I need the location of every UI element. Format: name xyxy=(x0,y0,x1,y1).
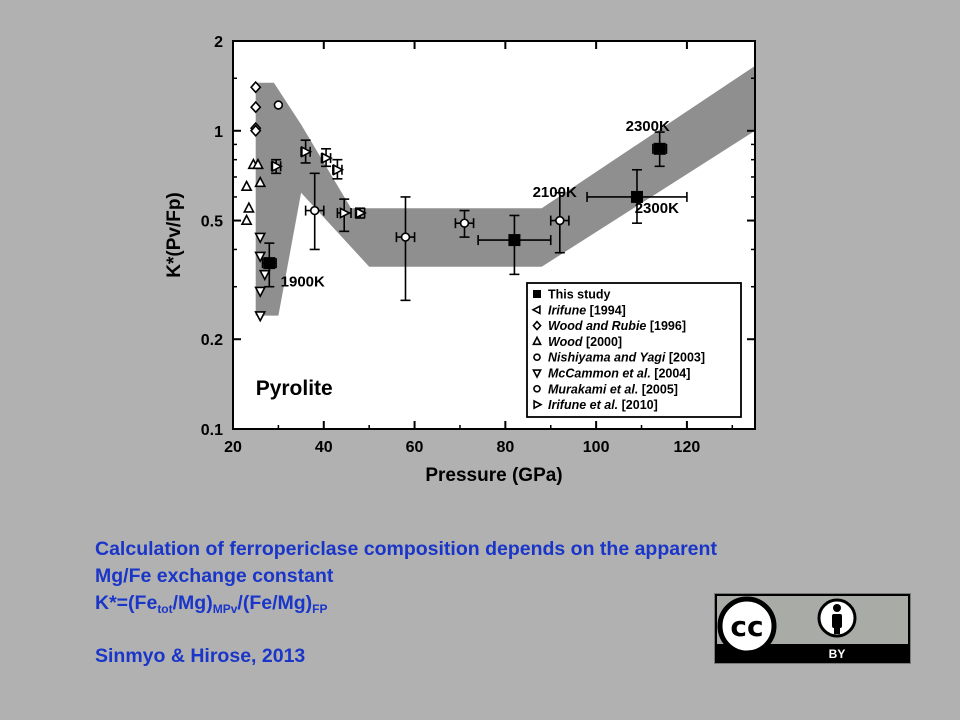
data-point xyxy=(250,80,262,94)
temperature-label: 2300K xyxy=(635,200,679,217)
series-murakami-et-al- xyxy=(304,172,570,302)
caption-line-1: Calculation of ferropericlase compositio… xyxy=(95,538,717,560)
data-point xyxy=(273,100,284,110)
data-point xyxy=(240,213,253,225)
legend-marker xyxy=(532,320,542,331)
data-point xyxy=(653,142,666,155)
legend-entry: Nishiyama and Yagi [2003] xyxy=(548,351,705,365)
data-point xyxy=(459,218,470,228)
series-mccammon-et-al- xyxy=(254,232,271,323)
data-point xyxy=(254,232,267,244)
legend-marker xyxy=(533,290,541,298)
cc-logo-icon xyxy=(717,596,777,656)
data-point xyxy=(271,160,283,173)
legend-marker xyxy=(532,335,542,346)
legend-entry: This study xyxy=(548,288,611,302)
x-tick-label: 40 xyxy=(315,439,333,456)
by-label: BY xyxy=(829,647,846,661)
legend-entry: Irifune [1994] xyxy=(548,303,626,317)
legend-marker xyxy=(533,399,543,410)
legend-marker xyxy=(532,369,542,379)
temperature-label: 2300K xyxy=(626,118,670,135)
data-point xyxy=(242,201,255,213)
x-tick-label: 20 xyxy=(224,439,242,456)
citation: Sinmyo & Hirose, 2013 xyxy=(95,645,306,667)
legend-entry: Wood and Rubie [1996] xyxy=(548,319,686,333)
series-irifune-et-al- xyxy=(270,139,367,233)
legend-entry: Wood [2000] xyxy=(548,335,622,349)
y-tick-label: 0.1 xyxy=(201,422,223,439)
x-tick-label: 120 xyxy=(674,439,701,456)
y-tick-label: 1 xyxy=(214,124,223,141)
data-point xyxy=(254,251,267,263)
legend-marker xyxy=(533,384,541,393)
series-wood-and-rubie xyxy=(250,80,262,137)
data-point xyxy=(309,205,320,216)
caption-line-2: Mg/Fe exchange constant xyxy=(95,565,334,587)
data-point xyxy=(630,190,643,203)
cc-by-icon: cc BY xyxy=(714,593,911,664)
plot-frame xyxy=(232,40,756,430)
data-point xyxy=(258,269,271,282)
series-nishiyama-and-yagi xyxy=(273,100,284,110)
data-point xyxy=(508,234,521,247)
legend-entry: Murakami et al. [2005] xyxy=(548,382,678,396)
x-tick-label: 60 xyxy=(406,439,424,456)
cc-logo-text: cc xyxy=(730,610,763,643)
data-point xyxy=(321,152,333,165)
data-point xyxy=(240,179,253,191)
data-point xyxy=(332,163,345,176)
data-point xyxy=(555,215,565,226)
data-point xyxy=(254,175,267,188)
x-axis-label: Pressure (GPa) xyxy=(425,465,562,486)
data-point xyxy=(263,257,276,270)
legend-entry: McCammon et al. [2004] xyxy=(548,367,690,381)
data-point xyxy=(254,311,267,323)
data-marks xyxy=(240,80,688,323)
confidence-band xyxy=(255,65,755,316)
annotations: 1900K 2100K 2300K 2300K Pyrolite xyxy=(256,118,679,400)
temperature-label: 2100K xyxy=(533,184,577,201)
y-tick-label: 0.2 xyxy=(201,332,223,349)
data-point xyxy=(339,207,352,219)
legend-marker xyxy=(531,304,541,315)
data-point xyxy=(250,124,262,137)
y-tick-label: 2 xyxy=(214,34,223,51)
legend-entry: Irifune et al. [2010] xyxy=(548,398,658,412)
y-axis-label: K*(Pv/Fp) xyxy=(164,192,185,278)
caption: Calculation of ferropericlase compositio… xyxy=(95,536,717,617)
sample-label: Pyrolite xyxy=(256,377,333,400)
data-point xyxy=(252,157,264,170)
x-tick-label: 100 xyxy=(583,439,610,456)
series-wood xyxy=(240,157,267,225)
series-this-study xyxy=(261,131,688,288)
data-point xyxy=(301,145,313,158)
data-point xyxy=(254,286,267,298)
temperature-label: 1900K xyxy=(281,274,325,291)
data-point xyxy=(400,232,411,242)
legend-box xyxy=(526,282,742,418)
x-tick-label: 80 xyxy=(496,439,514,456)
data-point xyxy=(250,100,262,114)
caption-formula: K*=(Fetot/Mg)MPv/(Fe/Mg)FP xyxy=(95,592,328,616)
legend-marker xyxy=(533,353,541,362)
data-point xyxy=(355,207,367,219)
y-tick-label: 0.5 xyxy=(201,214,223,231)
axis-ticks: 20 40 60 80 100 120 0.1 0.2 0.5 1 2 xyxy=(201,34,755,456)
